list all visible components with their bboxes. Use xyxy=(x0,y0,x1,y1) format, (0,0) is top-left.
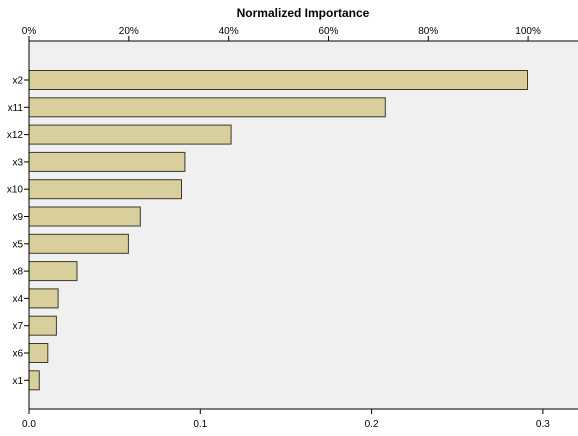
y-tick-label: x3 xyxy=(12,157,23,168)
y-tick-label: x2 xyxy=(12,76,23,87)
x-tick-label: 0.0 xyxy=(22,419,36,430)
y-tick-label: x7 xyxy=(12,321,23,332)
bar-x2 xyxy=(28,70,528,90)
top-tick-label: 20% xyxy=(119,26,139,37)
y-tick-label: x4 xyxy=(12,294,23,305)
y-tick-label: x5 xyxy=(12,239,23,250)
bar-x4 xyxy=(28,288,59,309)
bar-x11 xyxy=(28,97,386,118)
top-tick-label: 0% xyxy=(22,26,37,37)
y-tick-label: x11 xyxy=(8,103,24,114)
y-tick-label: x6 xyxy=(12,349,23,360)
y-tick-label: x10 xyxy=(7,185,24,196)
y-tick-label: x9 xyxy=(12,212,23,223)
top-tick-label: 40% xyxy=(219,26,239,37)
bar-x10 xyxy=(28,179,182,200)
bar-x1 xyxy=(28,370,40,391)
x-tick-label: 0.1 xyxy=(193,419,207,430)
top-tick-label: 80% xyxy=(418,26,438,37)
y-tick-label: x1 xyxy=(12,376,23,387)
bar-x8 xyxy=(28,261,78,282)
bar-x9 xyxy=(28,206,141,227)
bar-x5 xyxy=(28,233,129,254)
y-tick-label: x12 xyxy=(7,130,24,141)
top-tick-label: 100% xyxy=(515,26,541,37)
x-tick-label: 0.3 xyxy=(536,419,550,430)
bar-x3 xyxy=(28,151,186,172)
y-tick-label: x8 xyxy=(12,267,23,278)
x-tick-label: 0.2 xyxy=(365,419,379,430)
bar-x7 xyxy=(28,315,57,336)
bar-x6 xyxy=(28,343,49,363)
chart-title: Normalized Importance xyxy=(237,6,370,20)
top-tick-label: 60% xyxy=(318,26,338,37)
bar-x12 xyxy=(28,124,232,145)
